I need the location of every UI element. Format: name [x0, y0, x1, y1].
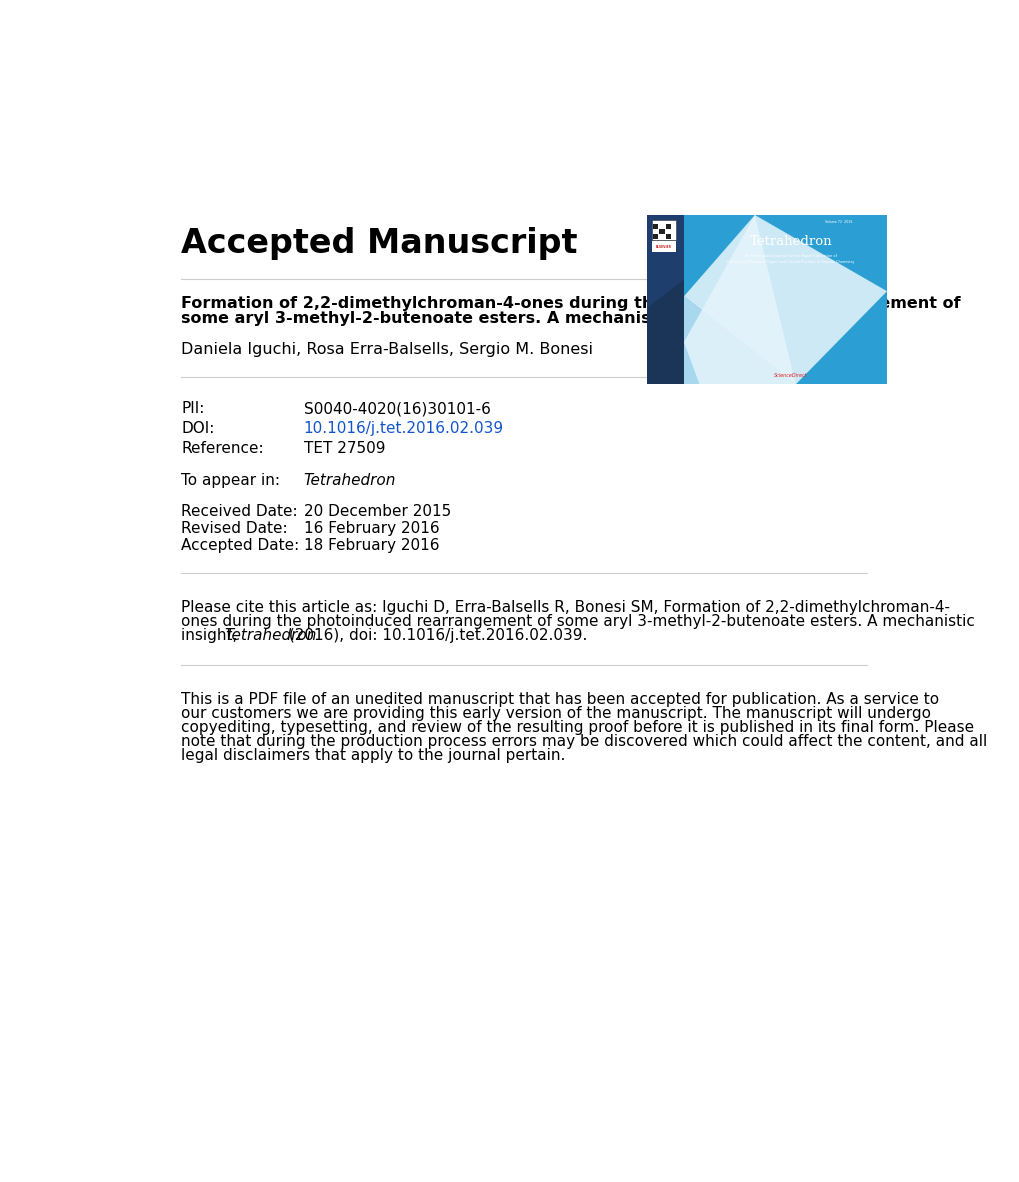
- Text: Formation of 2,2-dimethylchroman-4-ones during the photoinduced rearrangement of: Formation of 2,2-dimethylchroman-4-ones …: [181, 296, 960, 311]
- Text: Tetrahedron: Tetrahedron: [304, 473, 395, 488]
- Text: our customers we are providing this early version of the manuscript. The manuscr: our customers we are providing this earl…: [181, 707, 930, 721]
- Text: Accepted Manuscript: Accepted Manuscript: [181, 227, 577, 260]
- Text: TET 27509: TET 27509: [304, 441, 385, 456]
- Text: some aryl 3-methyl-2-butenoate esters. A mechanistic insight: some aryl 3-methyl-2-butenoate esters. A…: [181, 311, 741, 326]
- Text: note that during the production process errors may be discovered which could aff: note that during the production process …: [181, 734, 986, 749]
- Text: To appear in:: To appear in:: [181, 473, 280, 488]
- Text: 16 February 2016: 16 February 2016: [304, 521, 439, 535]
- Text: 20 December 2015: 20 December 2015: [304, 504, 450, 519]
- Text: (2016), doi: 10.1016/j.tet.2016.02.039.: (2016), doi: 10.1016/j.tet.2016.02.039.: [283, 628, 587, 643]
- Text: Please cite this article as: Iguchi D, Erra-Balsells R, Bonesi SM, Formation of : Please cite this article as: Iguchi D, E…: [181, 600, 950, 615]
- Text: Tetrahedron: Tetrahedron: [224, 628, 317, 643]
- Text: copyediting, typesetting, and review of the resulting proof before it is publish: copyediting, typesetting, and review of …: [181, 720, 973, 735]
- Text: Revised Date:: Revised Date:: [181, 521, 287, 535]
- Text: insight,: insight,: [181, 628, 243, 643]
- Text: 10.1016/j.tet.2016.02.039: 10.1016/j.tet.2016.02.039: [304, 421, 503, 436]
- Text: PII:: PII:: [181, 402, 205, 416]
- Text: Accepted Date:: Accepted Date:: [181, 538, 300, 553]
- Text: ones during the photoinduced rearrangement of some aryl 3-methyl-2-butenoate est: ones during the photoinduced rearrangeme…: [181, 613, 974, 629]
- Text: Reference:: Reference:: [181, 441, 264, 456]
- Text: This is a PDF file of an unedited manuscript that has been accepted for publicat: This is a PDF file of an unedited manusc…: [181, 693, 938, 707]
- Text: legal disclaimers that apply to the journal pertain.: legal disclaimers that apply to the jour…: [181, 748, 566, 762]
- Text: DOI:: DOI:: [181, 421, 214, 436]
- Text: 18 February 2016: 18 February 2016: [304, 538, 439, 553]
- Text: Received Date:: Received Date:: [181, 504, 298, 519]
- Text: S0040-4020(16)30101-6: S0040-4020(16)30101-6: [304, 402, 490, 416]
- Text: Daniela Iguchi, Rosa Erra-Balsells, Sergio M. Bonesi: Daniela Iguchi, Rosa Erra-Balsells, Serg…: [181, 342, 593, 357]
